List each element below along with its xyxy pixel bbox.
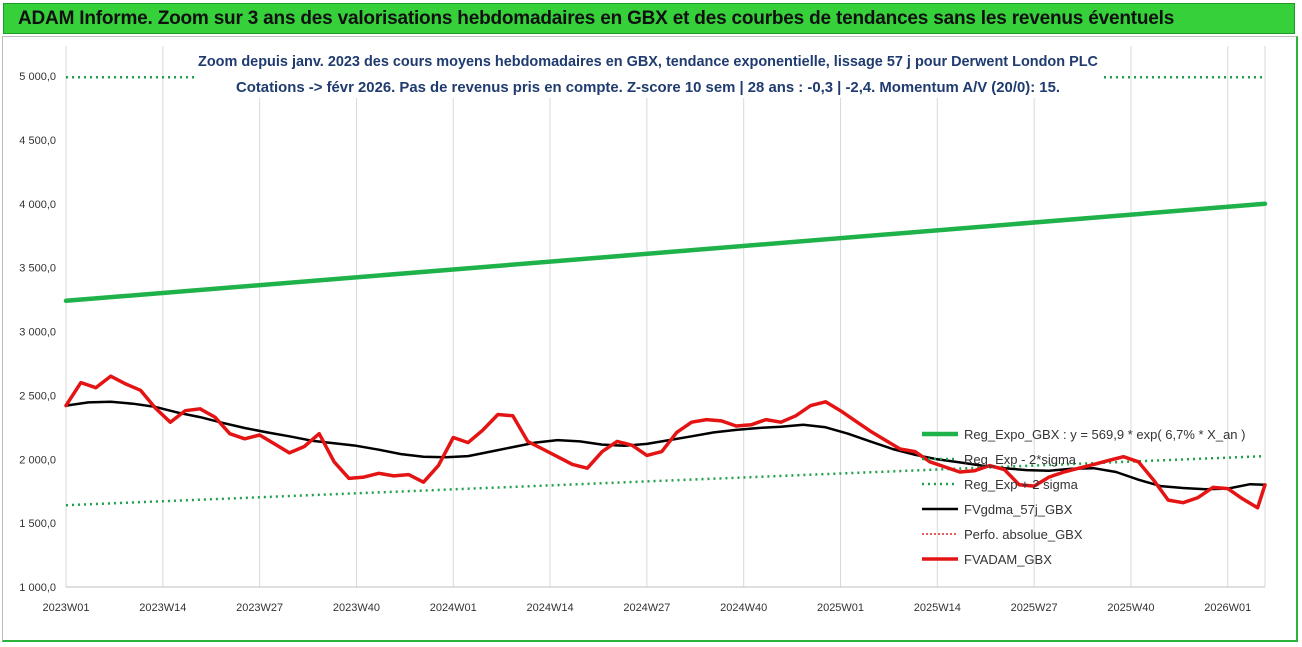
x-tick-2025w01: 2025W01 [817, 602, 864, 614]
x-tick-2023w40: 2023W40 [333, 602, 380, 614]
x-tick-2024w40: 2024W40 [720, 602, 767, 614]
y-tick-3500: 3 500,0 [19, 263, 56, 275]
x-tick-2023w27: 2023W27 [236, 602, 283, 614]
x-tick-2025w14: 2025W14 [914, 602, 961, 614]
title-banner-box: ADAM Informe. Zoom sur 3 ans des valoris… [3, 3, 1295, 34]
x-tick-2026w01: 2026W01 [1204, 602, 1251, 614]
x-tick-2024w14: 2024W14 [527, 602, 574, 614]
y-tick-5000: 5 000,0 [19, 71, 56, 83]
y-tick-2000: 2 000,0 [19, 454, 56, 466]
subtitle-line-2: Cotations -> févr 2026. Pas de revenus p… [236, 79, 1060, 96]
y-tick-4500: 4 500,0 [19, 135, 56, 147]
y-tick-3000: 3 000,0 [19, 327, 56, 339]
series-line-reg-expo [63, 201, 1268, 304]
x-tick-2023w14: 2023W14 [139, 602, 186, 614]
series-layer [63, 76, 1268, 510]
x-tick-2025w40: 2025W40 [1107, 602, 1154, 614]
x-tick-2024w01: 2024W01 [430, 602, 477, 614]
series-line-reg-minus [65, 454, 1266, 507]
banner-title: ADAM Informe. Zoom sur 3 ans des valoris… [18, 8, 1175, 29]
subtitle-backdrop [198, 46, 1102, 98]
x-axis: 2023W01 2023W14 2023W27 2023W40 2024W01 2024W… [42, 586, 1265, 614]
chart-frame [2, 36, 1298, 642]
grid-lines [65, 46, 1266, 587]
y-tick-4000: 4 000,0 [19, 199, 56, 211]
y-axis: 1 000,0 1 500,0 2 000,0 2 500,0 3 000,0 3 500… [19, 71, 56, 594]
title-banner: ADAM Informe. Zoom sur 3 ans des valoris… [0, 0, 1302, 36]
series-line-fvadam [64, 374, 1267, 510]
x-tick-2025w27: 2025W27 [1011, 602, 1058, 614]
legend-label-reg-minus: Reg_Exp - 2*sigma [964, 452, 1077, 467]
legend: Reg_Expo_GBX : y = 569,9 * exp( 6,7% * X… [922, 427, 1245, 567]
legend-label-reg-plus: Reg_Exp + 2 sigma [964, 477, 1079, 492]
subtitle-line-1: Zoom depuis janv. 2023 des cours moyens … [198, 53, 1098, 70]
legend-label-perfo: Perfo. absolue_GBX [964, 527, 1083, 542]
x-tick-2023w01: 2023W01 [42, 602, 89, 614]
y-tick-1000: 1 000,0 [19, 582, 56, 594]
chart-subtitle: Zoom depuis janv. 2023 des cours moyens … [198, 46, 1102, 98]
y-tick-1500: 1 500,0 [19, 518, 56, 530]
legend-label-fvgdma: FVgdma_57j_GBX [964, 502, 1073, 517]
x-tick-2024w27: 2024W27 [623, 602, 670, 614]
legend-label-reg-expo: Reg_Expo_GBX : y = 569,9 * exp( 6,7% * X… [964, 427, 1245, 442]
y-tick-2500: 2 500,0 [19, 390, 56, 402]
legend-label-fvadam: FVADAM_GBX [964, 552, 1052, 567]
